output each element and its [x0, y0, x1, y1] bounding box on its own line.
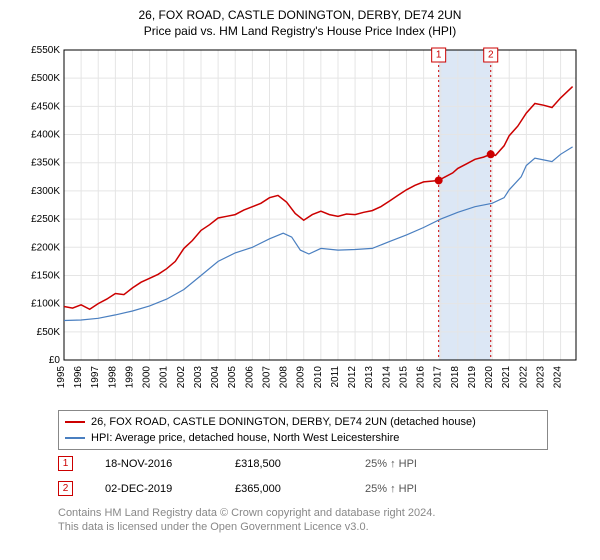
- svg-text:1995: 1995: [56, 366, 67, 389]
- footnote-line: Contains HM Land Registry data © Crown c…: [58, 506, 586, 520]
- event-list: 1 18-NOV-2016 £318,500 25% ↑ HPI 2 02-DE…: [58, 456, 586, 496]
- svg-text:2015: 2015: [398, 366, 409, 389]
- svg-text:£250K: £250K: [31, 214, 60, 225]
- svg-text:£450K: £450K: [31, 101, 60, 112]
- svg-text:2006: 2006: [244, 366, 255, 389]
- legend-swatch: [65, 437, 85, 439]
- svg-text:2012: 2012: [347, 366, 358, 389]
- svg-text:2: 2: [488, 50, 494, 61]
- event-pct: 25% ↑ HPI: [365, 483, 485, 495]
- event-date: 18-NOV-2016: [105, 458, 235, 470]
- svg-text:2013: 2013: [364, 366, 375, 389]
- svg-text:£150K: £150K: [31, 270, 60, 281]
- footnote: Contains HM Land Registry data © Crown c…: [58, 506, 586, 534]
- svg-text:2003: 2003: [193, 366, 204, 389]
- svg-text:£550K: £550K: [31, 45, 60, 56]
- svg-text:£200K: £200K: [31, 242, 60, 253]
- svg-text:2004: 2004: [210, 366, 221, 389]
- svg-text:2009: 2009: [296, 366, 307, 389]
- event-date: 02-DEC-2019: [105, 483, 235, 495]
- svg-text:1999: 1999: [124, 366, 135, 389]
- legend-swatch: [65, 421, 85, 423]
- svg-text:2018: 2018: [450, 366, 461, 389]
- svg-text:2023: 2023: [535, 366, 546, 389]
- svg-text:2001: 2001: [159, 366, 170, 389]
- svg-text:2002: 2002: [176, 366, 187, 389]
- svg-text:2014: 2014: [381, 366, 392, 389]
- event-price: £365,000: [235, 483, 365, 495]
- svg-text:£100K: £100K: [31, 299, 60, 310]
- event-price: £318,500: [235, 458, 365, 470]
- svg-text:2008: 2008: [279, 366, 290, 389]
- footnote-line: This data is licensed under the Open Gov…: [58, 520, 586, 534]
- svg-text:£50K: £50K: [37, 327, 61, 338]
- svg-text:2016: 2016: [416, 366, 427, 389]
- svg-text:£500K: £500K: [31, 73, 60, 84]
- svg-text:2024: 2024: [553, 366, 564, 389]
- svg-text:2022: 2022: [518, 366, 529, 389]
- chart-subtitle: Price paid vs. HM Land Registry's House …: [14, 24, 586, 38]
- svg-text:2007: 2007: [261, 366, 272, 389]
- svg-text:2020: 2020: [484, 366, 495, 389]
- chart-title: 26, FOX ROAD, CASTLE DONINGTON, DERBY, D…: [14, 8, 586, 22]
- chart-plot: £0 £50K £100K £150K £200K £250K £300K £350K £400…: [20, 44, 580, 406]
- chart-svg: £0 £50K £100K £150K £200K £250K £300K £350K £400…: [20, 44, 580, 406]
- svg-text:£350K: £350K: [31, 158, 60, 169]
- svg-text:2011: 2011: [330, 366, 341, 388]
- svg-text:£0: £0: [49, 355, 61, 366]
- svg-text:2021: 2021: [501, 366, 512, 389]
- event-row: 1 18-NOV-2016 £318,500 25% ↑ HPI: [58, 456, 586, 471]
- svg-text:2005: 2005: [227, 366, 238, 389]
- event-marker-icon: 1: [58, 456, 73, 471]
- legend-label: HPI: Average price, detached house, Nort…: [91, 430, 399, 446]
- svg-text:2019: 2019: [467, 366, 478, 389]
- svg-text:1: 1: [436, 50, 442, 61]
- svg-text:£300K: £300K: [31, 186, 60, 197]
- event-marker-icon: 2: [58, 481, 73, 496]
- svg-text:2000: 2000: [142, 366, 153, 389]
- legend: 26, FOX ROAD, CASTLE DONINGTON, DERBY, D…: [58, 410, 548, 450]
- event-row: 2 02-DEC-2019 £365,000 25% ↑ HPI: [58, 481, 586, 496]
- legend-row: 26, FOX ROAD, CASTLE DONINGTON, DERBY, D…: [65, 414, 541, 430]
- svg-text:2017: 2017: [433, 366, 444, 389]
- event-pct: 25% ↑ HPI: [365, 458, 485, 470]
- legend-label: 26, FOX ROAD, CASTLE DONINGTON, DERBY, D…: [91, 414, 476, 430]
- svg-text:£400K: £400K: [31, 130, 60, 141]
- svg-text:2010: 2010: [313, 366, 324, 389]
- svg-text:1998: 1998: [107, 366, 118, 389]
- svg-text:1997: 1997: [90, 366, 101, 389]
- svg-text:1996: 1996: [73, 366, 84, 389]
- legend-row: HPI: Average price, detached house, Nort…: [65, 430, 541, 446]
